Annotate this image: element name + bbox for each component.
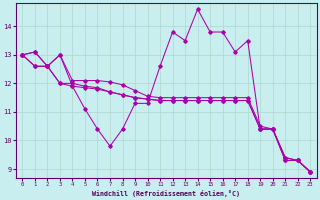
- X-axis label: Windchill (Refroidissement éolien,°C): Windchill (Refroidissement éolien,°C): [92, 190, 240, 197]
